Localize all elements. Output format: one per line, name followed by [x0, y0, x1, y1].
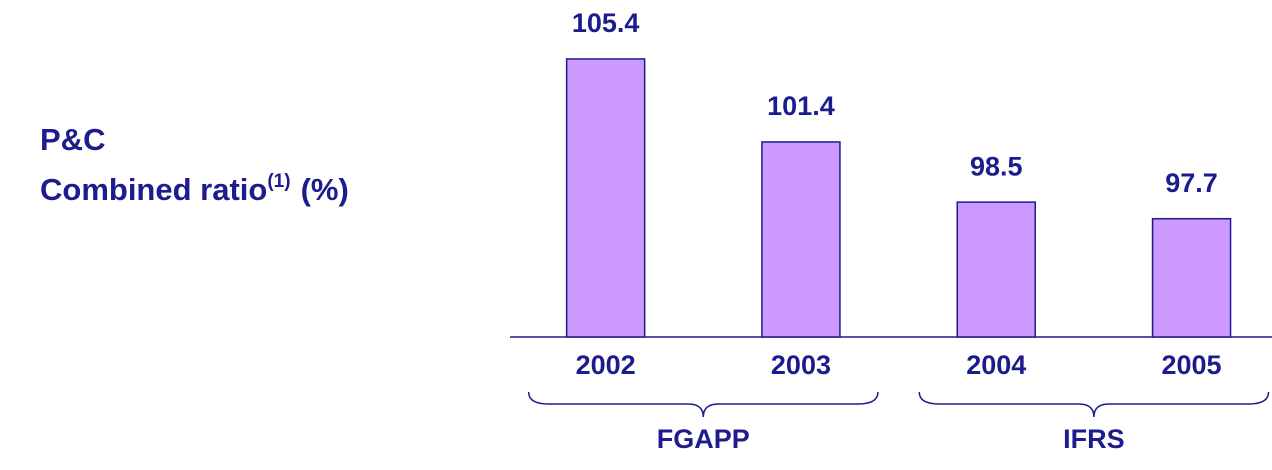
bar — [565, 58, 646, 338]
value-label: 105.4 — [572, 8, 640, 38]
group-brace — [527, 391, 879, 418]
x-tick-label: 2002 — [576, 350, 636, 380]
x-tick-label: 2005 — [1162, 350, 1222, 380]
group-brace — [918, 391, 1270, 418]
value-label: 97.7 — [1165, 168, 1218, 198]
title-footnote: (1) — [267, 171, 290, 192]
x-tick-label: 2004 — [966, 350, 1026, 380]
chart-title-line: P&C — [40, 122, 105, 157]
group-label: FGAPP — [657, 424, 750, 454]
group-label: IFRS — [1063, 424, 1125, 454]
bar — [1151, 217, 1232, 338]
title-text: Combined ratio — [40, 172, 267, 207]
title-unit: (%) — [301, 172, 349, 207]
bar — [761, 141, 841, 338]
chart-title-line: Combined ratio(1) (%) — [40, 171, 349, 207]
bar — [956, 201, 1036, 338]
x-tick-label: 2003 — [771, 350, 831, 380]
value-label: 101.4 — [767, 91, 835, 121]
value-label: 98.5 — [970, 151, 1023, 181]
